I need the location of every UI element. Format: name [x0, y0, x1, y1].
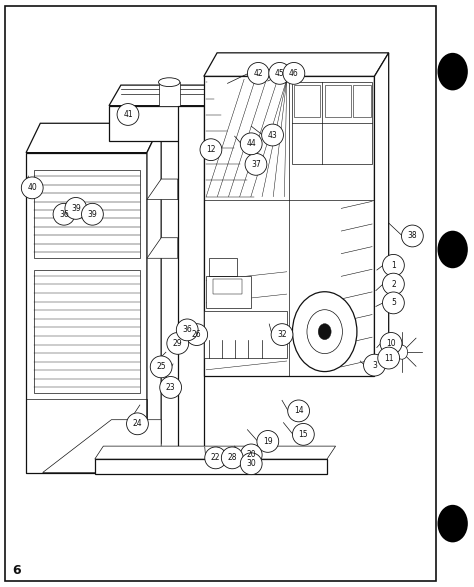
Text: 19: 19 [263, 437, 273, 446]
Polygon shape [374, 53, 389, 376]
Polygon shape [26, 123, 161, 153]
Text: 44: 44 [246, 139, 256, 149]
Polygon shape [204, 53, 389, 76]
Ellipse shape [21, 177, 43, 199]
Text: 30: 30 [246, 459, 256, 468]
Ellipse shape [221, 447, 243, 469]
Ellipse shape [269, 62, 291, 85]
Ellipse shape [262, 124, 283, 146]
Text: 29: 29 [173, 339, 182, 348]
Circle shape [396, 345, 408, 359]
Circle shape [318, 323, 331, 340]
Ellipse shape [176, 319, 198, 341]
Text: 20: 20 [246, 450, 256, 460]
Circle shape [438, 505, 468, 542]
Text: 5: 5 [391, 298, 396, 308]
Polygon shape [109, 85, 235, 106]
Text: 10: 10 [386, 339, 396, 348]
Ellipse shape [401, 225, 423, 247]
Polygon shape [206, 276, 251, 308]
Text: 23: 23 [166, 383, 175, 392]
Ellipse shape [364, 354, 385, 376]
Ellipse shape [200, 139, 222, 161]
Ellipse shape [245, 153, 267, 176]
Ellipse shape [288, 400, 310, 422]
Polygon shape [204, 76, 374, 376]
Polygon shape [147, 123, 161, 473]
Ellipse shape [378, 347, 400, 369]
Polygon shape [109, 106, 223, 141]
Text: 22: 22 [211, 453, 220, 463]
Polygon shape [147, 238, 178, 258]
Text: 36: 36 [182, 325, 192, 335]
Ellipse shape [383, 292, 404, 314]
Text: 2: 2 [391, 279, 396, 289]
Text: 40: 40 [27, 183, 37, 193]
Text: 15: 15 [299, 430, 308, 439]
Text: 32: 32 [277, 330, 287, 339]
Text: 46: 46 [289, 69, 299, 78]
Ellipse shape [205, 447, 227, 469]
Ellipse shape [380, 332, 402, 355]
Ellipse shape [383, 273, 404, 295]
Polygon shape [223, 85, 235, 141]
Ellipse shape [53, 203, 75, 225]
Text: 14: 14 [294, 406, 303, 416]
Ellipse shape [257, 430, 279, 453]
Polygon shape [204, 311, 287, 358]
Ellipse shape [271, 323, 293, 346]
Ellipse shape [127, 413, 148, 435]
Ellipse shape [292, 423, 314, 446]
Ellipse shape [158, 78, 180, 86]
Polygon shape [95, 459, 327, 474]
Polygon shape [26, 153, 147, 473]
Polygon shape [43, 420, 161, 473]
Ellipse shape [167, 332, 189, 355]
Text: 6: 6 [12, 564, 21, 577]
Text: 45: 45 [275, 69, 284, 78]
Text: 3: 3 [372, 360, 377, 370]
Text: 24: 24 [133, 419, 142, 429]
Text: 37: 37 [251, 160, 261, 169]
Ellipse shape [283, 62, 305, 85]
Circle shape [438, 53, 468, 90]
Circle shape [292, 292, 357, 372]
Ellipse shape [186, 323, 208, 346]
Polygon shape [95, 446, 336, 459]
Text: 38: 38 [408, 231, 417, 241]
Text: 25: 25 [156, 362, 166, 372]
Text: 41: 41 [123, 110, 133, 119]
Ellipse shape [383, 254, 404, 276]
Text: 42: 42 [254, 69, 263, 78]
Text: 43: 43 [268, 130, 277, 140]
Circle shape [438, 231, 468, 268]
Polygon shape [178, 106, 204, 473]
Ellipse shape [247, 62, 269, 85]
Text: 36: 36 [59, 210, 69, 219]
Ellipse shape [240, 453, 262, 475]
Text: 26: 26 [192, 330, 201, 339]
Ellipse shape [160, 376, 182, 399]
Ellipse shape [240, 133, 262, 155]
Ellipse shape [240, 444, 262, 466]
Text: 11: 11 [384, 353, 393, 363]
Text: 39: 39 [88, 210, 97, 219]
Ellipse shape [150, 356, 172, 378]
Polygon shape [159, 82, 180, 106]
Text: 1: 1 [391, 261, 396, 270]
Text: 12: 12 [206, 145, 216, 154]
Polygon shape [147, 179, 178, 200]
Ellipse shape [82, 203, 103, 225]
Ellipse shape [117, 103, 139, 126]
Ellipse shape [65, 197, 87, 220]
Text: 28: 28 [228, 453, 237, 463]
Polygon shape [5, 6, 436, 581]
Text: 39: 39 [71, 204, 81, 213]
